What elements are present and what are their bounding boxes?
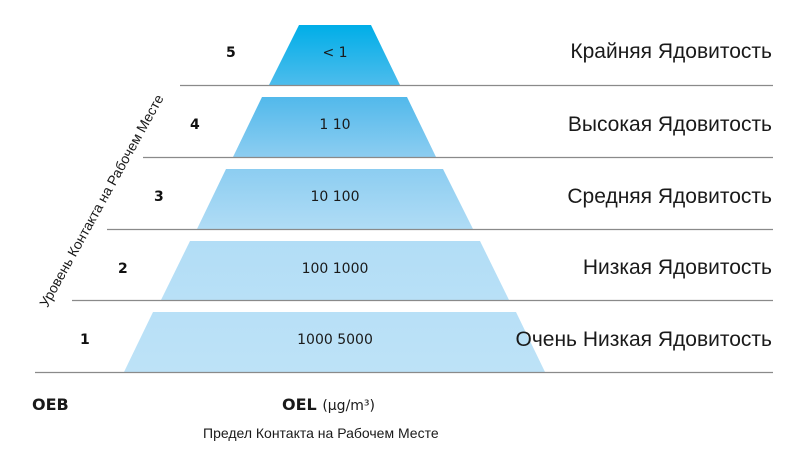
oel-range-2: 100 1000 — [301, 261, 369, 277]
toxicity-label-3: Средняя Ядовитость — [567, 185, 772, 208]
toxicity-label-5: Крайняя Ядовитость — [570, 40, 772, 63]
oeb-level-3: 3 — [154, 189, 164, 205]
oeb-level-4: 4 — [190, 117, 200, 133]
oel-subtitle: Предел Контакта на Рабочем Месте — [203, 425, 439, 441]
pyramid-tier-5 — [269, 25, 400, 85]
pyramid-tier-3 — [197, 169, 473, 229]
oeb-level-5: 5 — [226, 45, 236, 61]
pyramid-tier-1 — [124, 312, 545, 372]
oeb-heading: OEB — [32, 395, 69, 414]
pyramid-tier-4 — [233, 97, 436, 157]
oel-unit: (µg/m³) — [322, 398, 375, 414]
oel-range-1: 1000 5000 — [297, 332, 373, 348]
oel-range-5: < 1 — [322, 45, 348, 61]
toxicity-label-4: Высокая Ядовитость — [567, 113, 772, 136]
oel-range-3: 10 100 — [310, 189, 360, 205]
toxicity-label-1: Очень Низкая Ядовитость — [515, 328, 773, 351]
oel-range-4: 1 10 — [319, 117, 351, 133]
pyramid-tier-2 — [161, 241, 509, 300]
toxicity-label-2: Низкая Ядовитость — [582, 256, 772, 279]
oel-heading: OEL (µg/m³) — [282, 395, 375, 414]
oeb-level-1: 1 — [80, 332, 90, 348]
oel-heading-text: OEL — [282, 395, 317, 414]
oeb-level-2: 2 — [118, 261, 128, 277]
